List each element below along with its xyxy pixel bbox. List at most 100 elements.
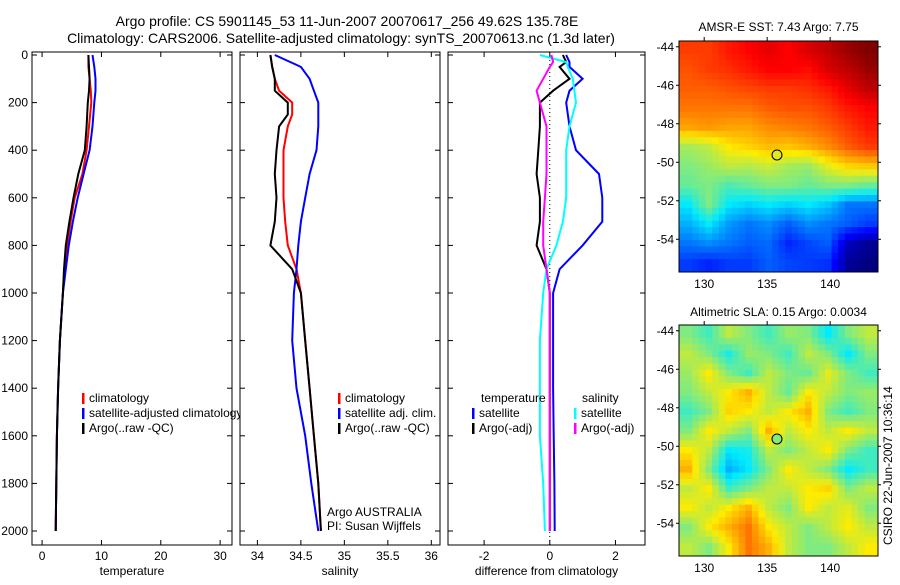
map-cell bbox=[771, 446, 779, 454]
map-cell bbox=[851, 92, 859, 100]
map-cell bbox=[858, 350, 866, 358]
map-cell bbox=[679, 214, 687, 222]
map-cell bbox=[679, 434, 687, 441]
map-cell bbox=[811, 111, 819, 119]
map-cell bbox=[818, 111, 826, 119]
map-cell bbox=[851, 414, 859, 422]
map-cell bbox=[824, 201, 833, 209]
map-cell bbox=[791, 511, 799, 518]
map-cell bbox=[712, 549, 720, 557]
map-cell bbox=[851, 252, 859, 260]
map-cell bbox=[718, 239, 726, 247]
map-cell bbox=[705, 85, 713, 93]
map-cell bbox=[692, 402, 700, 409]
map-cell bbox=[785, 491, 793, 499]
map-cell bbox=[738, 363, 746, 371]
map-cell bbox=[732, 214, 740, 222]
map-cell bbox=[831, 201, 839, 209]
map-cell bbox=[831, 363, 839, 371]
map-cell bbox=[751, 265, 760, 273]
map-cell bbox=[791, 130, 799, 138]
map-cell bbox=[844, 41, 852, 48]
map-cell bbox=[811, 201, 819, 209]
map-cell bbox=[791, 331, 799, 339]
map-cell bbox=[705, 421, 713, 429]
map-cell bbox=[798, 357, 806, 364]
map-cell bbox=[771, 111, 779, 119]
map-cell bbox=[718, 130, 726, 138]
map-cell bbox=[751, 195, 760, 202]
map-cell bbox=[732, 79, 740, 87]
map-cell bbox=[824, 325, 833, 332]
map-cell bbox=[765, 459, 773, 467]
y-tick-label: 0 bbox=[21, 48, 28, 62]
map-cell bbox=[831, 195, 839, 202]
map-cell bbox=[679, 325, 687, 332]
map-cell bbox=[844, 220, 852, 228]
map-cell bbox=[791, 408, 799, 416]
map-cell bbox=[758, 118, 766, 125]
map-cell bbox=[765, 440, 773, 448]
map-cell bbox=[705, 369, 713, 377]
map-cell bbox=[732, 143, 740, 151]
map-cell bbox=[692, 130, 700, 138]
map-cell bbox=[791, 440, 799, 448]
legend-swatch bbox=[338, 393, 341, 404]
map-cell bbox=[871, 156, 879, 164]
map-cell bbox=[811, 357, 819, 364]
x-axis-label: salinity bbox=[322, 564, 359, 578]
map-cell bbox=[718, 337, 726, 345]
map-cell bbox=[765, 382, 773, 390]
map-cell bbox=[692, 47, 700, 55]
map-cell bbox=[745, 369, 753, 377]
map-cell bbox=[805, 98, 813, 106]
map-cell bbox=[771, 214, 779, 222]
map-cell bbox=[765, 325, 773, 332]
map-cell bbox=[758, 73, 766, 80]
map-cell bbox=[871, 98, 879, 106]
map-cell bbox=[692, 440, 700, 448]
map-cell bbox=[778, 357, 786, 364]
map-cell bbox=[698, 337, 707, 345]
map-cell bbox=[871, 344, 879, 352]
map-cell bbox=[844, 53, 852, 61]
map-cell bbox=[712, 485, 720, 493]
map-cell bbox=[685, 389, 693, 397]
map-cell bbox=[685, 427, 693, 435]
map-cell bbox=[758, 395, 766, 403]
map-cell bbox=[791, 47, 799, 55]
map-cell bbox=[771, 252, 779, 260]
map-cell bbox=[765, 220, 773, 228]
map-cell bbox=[838, 175, 846, 183]
map-cell bbox=[844, 434, 852, 441]
map-cell bbox=[738, 105, 746, 113]
map-cell bbox=[692, 389, 700, 397]
map-cell bbox=[725, 459, 733, 467]
map-cell bbox=[864, 363, 872, 371]
y-tick-label: 1600 bbox=[1, 429, 28, 443]
map-cell bbox=[692, 485, 700, 493]
map-cell bbox=[798, 53, 806, 61]
map-cell bbox=[871, 427, 879, 435]
map-cell bbox=[831, 376, 839, 384]
map-cell bbox=[685, 376, 693, 384]
map-cell bbox=[718, 517, 726, 525]
map-cell bbox=[831, 402, 839, 409]
map-cell bbox=[871, 382, 879, 390]
map-cell bbox=[718, 485, 726, 493]
map-cell bbox=[771, 491, 779, 499]
map-cell bbox=[871, 92, 879, 100]
map-cell bbox=[844, 530, 852, 538]
map-cell bbox=[758, 421, 766, 429]
map-cell bbox=[751, 41, 760, 48]
legend-label: satellite adj. clim. bbox=[345, 406, 436, 420]
map-cell bbox=[851, 98, 859, 106]
map-cell bbox=[838, 73, 846, 80]
map-cell bbox=[751, 53, 760, 61]
map-cell bbox=[824, 363, 833, 371]
map-cell bbox=[844, 233, 852, 241]
map-cell bbox=[685, 207, 693, 215]
map-cell bbox=[858, 47, 866, 55]
map-cell bbox=[765, 239, 773, 247]
map-cell bbox=[824, 214, 833, 222]
